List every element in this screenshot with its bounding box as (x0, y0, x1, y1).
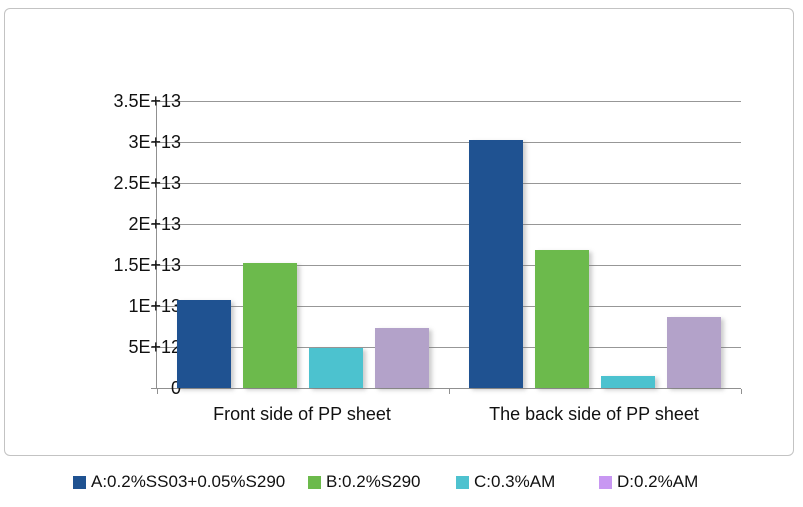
y-axis-tick (151, 388, 157, 389)
plot-area (151, 101, 742, 394)
x-category-label: The back side of PP sheet (489, 404, 699, 424)
x-axis-tick (741, 389, 742, 394)
legend-label: A:0.2%SS03+0.05%S290 (91, 472, 286, 491)
y-axis-tick (151, 347, 157, 348)
gridline (157, 183, 741, 184)
chart-frame: Front side of PP sheet The back side of P… (4, 8, 794, 456)
y-axis-tick (151, 306, 157, 307)
bar-groups (157, 101, 741, 388)
gridline (157, 101, 741, 102)
gridline (157, 224, 741, 225)
gridline (157, 347, 741, 348)
gridline (157, 306, 741, 307)
y-axis-tick (151, 224, 157, 225)
legend-label: D:0.2%AM (617, 472, 699, 491)
bar-group (157, 101, 449, 388)
bar-group (449, 101, 741, 388)
x-axis-tick (157, 389, 158, 394)
legend-label: B:0.2%S290 (326, 472, 421, 491)
legend-swatch-icon (73, 475, 86, 489)
bar-series-c-cat-0 (309, 347, 363, 388)
legend-item-b: B:0.2%S290 (308, 471, 421, 493)
legend-swatch-icon (456, 475, 469, 489)
y-tick-label: 5E+12 (128, 337, 181, 357)
y-tick-label: 2E+13 (128, 214, 181, 234)
legend-item-d: D:0.2%AM (599, 471, 698, 493)
y-tick-label: 2.5E+13 (113, 173, 181, 193)
legend: A:0.2%SS03+0.05%S290 B:0.2%S290 C:0.3%AM D:… (0, 471, 803, 501)
legend-label: C:0.3%AM (474, 472, 556, 491)
y-axis-tick (151, 142, 157, 143)
bar-series-b-cat-0 (243, 262, 297, 388)
legend-item-c: C:0.3%AM (456, 471, 555, 493)
x-category-label: Front side of PP sheet (213, 404, 391, 424)
bar-series-a-cat-0 (177, 300, 231, 388)
bar-series-a-cat-1 (469, 140, 523, 388)
x-axis-tick (449, 389, 450, 394)
bar-series-d-cat-0 (375, 328, 429, 388)
bar-series-c-cat-1 (601, 375, 655, 388)
gridline (157, 265, 741, 266)
y-axis-tick (151, 101, 157, 102)
y-axis-tick (151, 265, 157, 266)
gridline (157, 142, 741, 143)
legend-swatch-icon (308, 475, 321, 489)
legend-item-a: A:0.2%SS03+0.05%S290 (73, 471, 285, 493)
y-tick-label: 1E+13 (128, 296, 181, 316)
y-tick-label: 3.5E+13 (113, 91, 181, 111)
y-axis-tick (151, 183, 157, 184)
bar-series-d-cat-1 (667, 316, 721, 388)
y-tick-label: 1.5E+13 (113, 255, 181, 275)
bar-series-b-cat-1 (535, 250, 589, 388)
y-tick-label: 0 (170, 378, 181, 398)
legend-swatch-icon (599, 475, 612, 489)
y-tick-label: 3E+13 (128, 132, 181, 152)
